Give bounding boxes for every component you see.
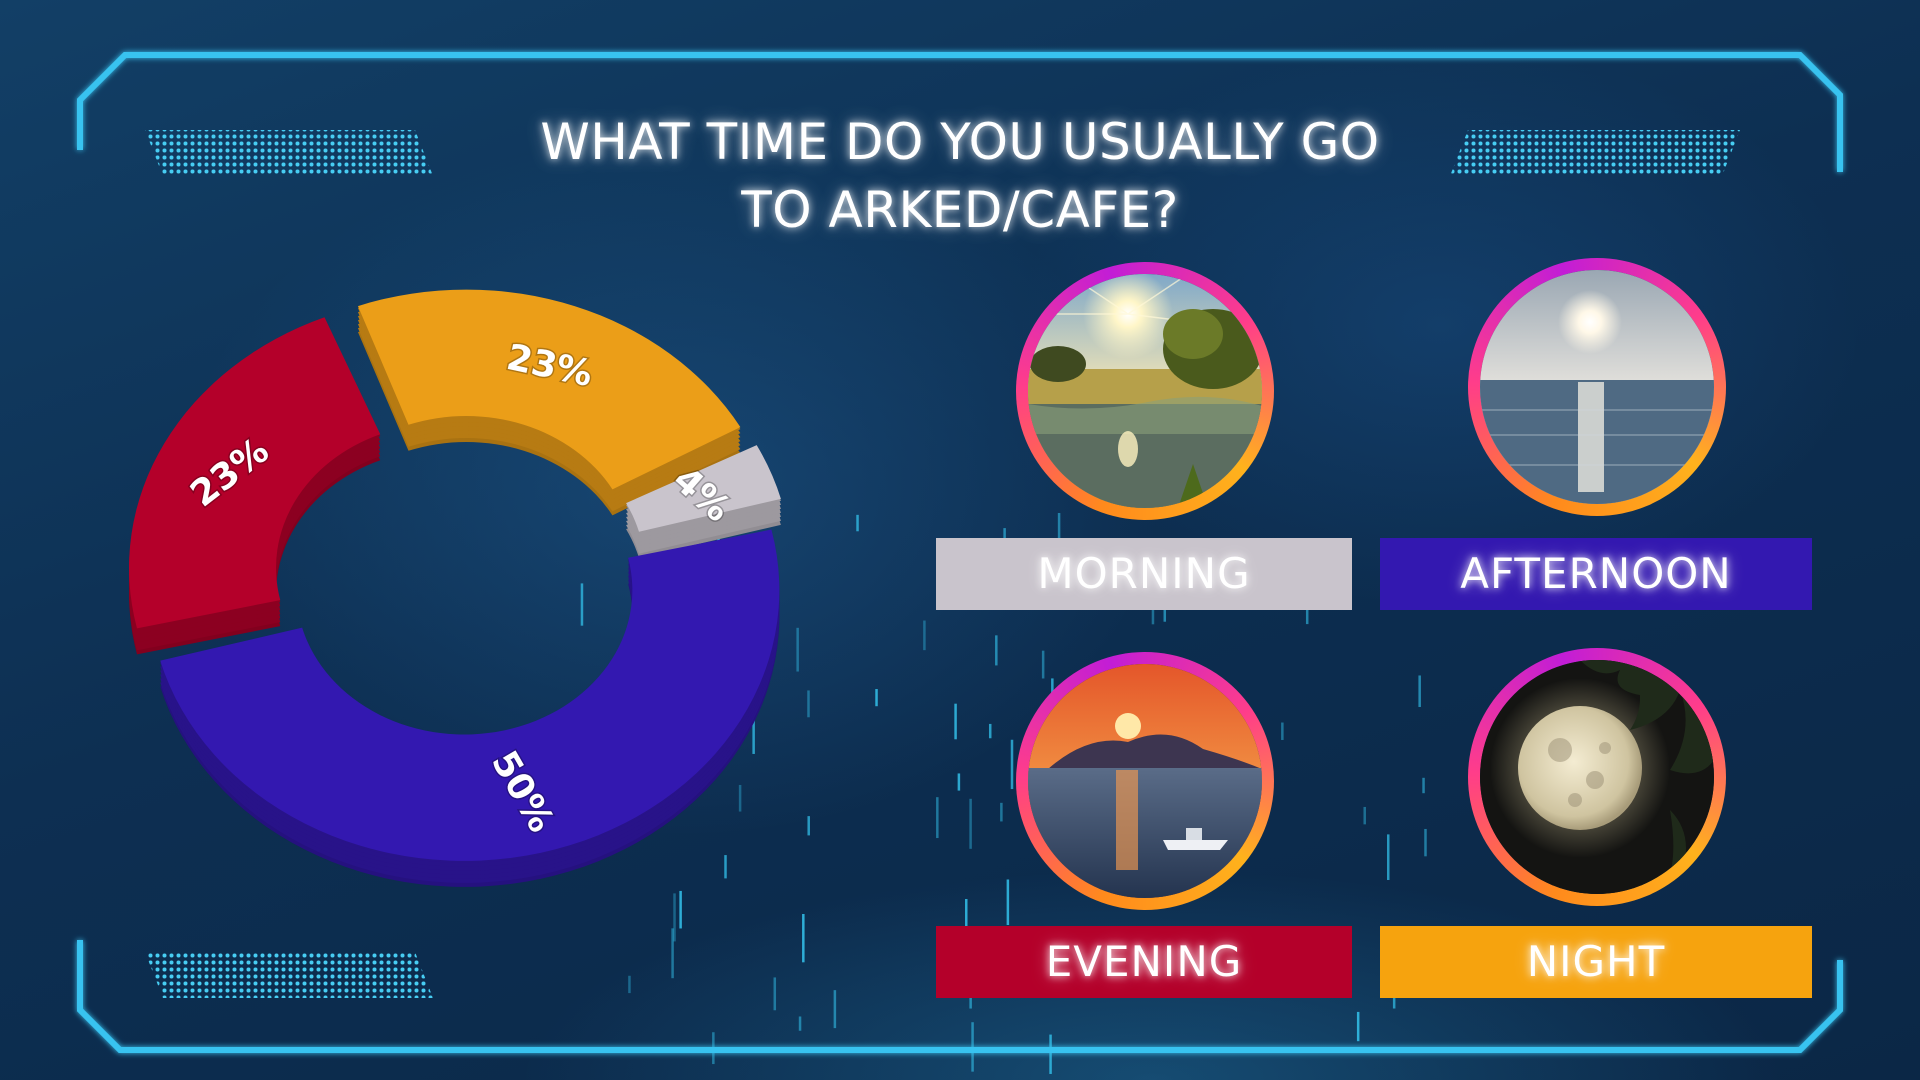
donut-chart: 23%23%4%50% (129, 289, 781, 887)
title-line-2: TO ARKED/CAFE? (741, 181, 1179, 239)
donut-segment-morning (626, 445, 781, 532)
donut-segment-afternoon (160, 529, 780, 861)
evening-photo-ring (1016, 652, 1274, 910)
afternoon-photo-ring (1468, 258, 1726, 516)
frame-border (77, 52, 1843, 1053)
donut-segment-evening (129, 317, 381, 629)
donut-segment-night (357, 289, 741, 490)
page-title: WHAT TIME DO YOU USUALLY GO TO ARKED/CAF… (480, 108, 1440, 244)
dot-pattern-top-right (1450, 130, 1740, 176)
morning-photo-ring (1016, 262, 1274, 520)
option-label-afternoon[interactable]: AFTERNOON (1380, 538, 1812, 610)
dot-pattern-top-left (145, 130, 433, 176)
option-label-night[interactable]: NIGHT (1380, 926, 1812, 998)
night-photo-ring (1468, 648, 1726, 906)
dot-pattern-bottom-left (145, 952, 433, 998)
option-label-morning[interactable]: MORNING (936, 538, 1352, 610)
chart-top-layer (129, 289, 781, 861)
full-moon-photo (1480, 660, 1714, 894)
sun-over-sea-photo (1480, 270, 1714, 504)
sunset-boat-photo (1028, 664, 1262, 898)
option-label-evening[interactable]: EVENING (936, 926, 1352, 998)
sunrise-lake-photo (1028, 274, 1262, 508)
title-line-1: WHAT TIME DO YOU USUALLY GO (540, 113, 1380, 171)
